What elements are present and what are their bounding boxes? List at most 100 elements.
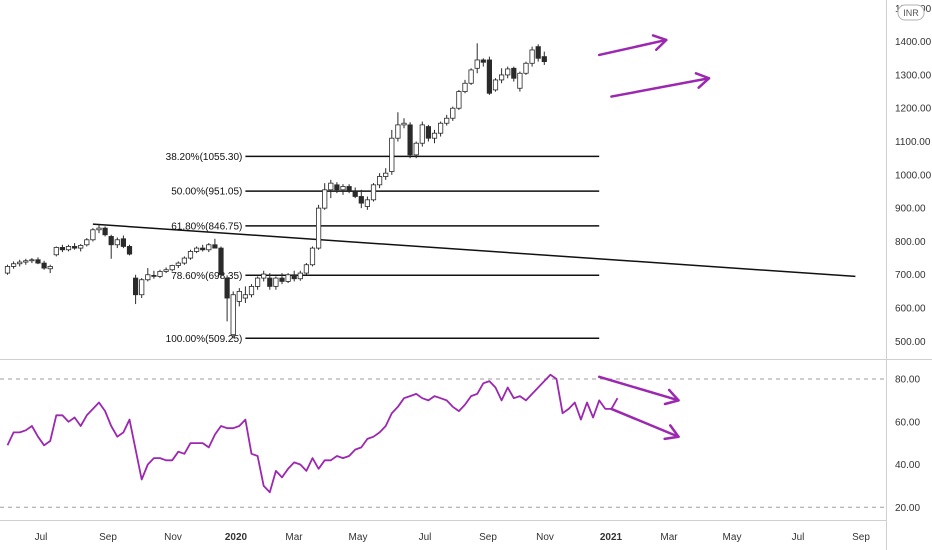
candle-body: [486, 59, 493, 94]
rsi-tick-label: 80.00: [895, 374, 920, 385]
time-tick-label: Nov: [164, 532, 182, 543]
candle-body: [419, 124, 425, 144]
candle: [108, 234, 114, 259]
candle-body: [535, 46, 541, 59]
candle-body: [291, 274, 297, 280]
candle: [517, 71, 523, 92]
candle: [175, 261, 181, 269]
candle: [248, 284, 255, 298]
price-tick-label: 700.00: [895, 270, 926, 281]
candle: [511, 66, 517, 82]
time-axis-labels: Jul Sep Nov 2020 Mar May Jul Sep Nov 2021 Mar May Ju…: [35, 532, 871, 543]
price-tick-label: 1200.00: [895, 104, 932, 115]
trendline-line[interactable]: [92, 223, 856, 278]
annotation-arrow[interactable]: [597, 34, 668, 57]
candle: [352, 187, 358, 199]
candle-body: [35, 259, 41, 264]
candle: [10, 261, 17, 269]
candle: [315, 204, 322, 250]
arrow-head: [651, 34, 668, 51]
candle: [59, 244, 66, 253]
candle: [126, 244, 133, 256]
candle: [505, 66, 511, 79]
candle: [41, 260, 47, 270]
candle: [486, 56, 493, 95]
candle: [322, 183, 328, 210]
candle: [90, 228, 96, 242]
annotation-arrow[interactable]: [610, 72, 711, 98]
fibonacci-retracement[interactable]: 38.20%(1055.30) 50.00%(951.05) 61.80%(846.…: [166, 152, 600, 345]
candle-body: [340, 186, 346, 191]
candle: [206, 243, 212, 253]
annotation-arrow[interactable]: [597, 375, 680, 406]
candle-body: [328, 182, 334, 191]
candle: [65, 244, 72, 252]
candle: [413, 141, 419, 159]
candle-body: [462, 82, 468, 92]
candle-body: [297, 272, 303, 280]
rsi-tick-label: 40.00: [895, 460, 920, 471]
annotation-arrows[interactable]: [597, 34, 711, 441]
candle: [285, 273, 291, 284]
candle-body: [541, 56, 547, 63]
candle: [267, 273, 273, 290]
candle: [102, 226, 108, 237]
candle: [498, 68, 505, 84]
price-tick-label: 900.00: [895, 204, 926, 215]
candlestick-series: [4, 43, 547, 339]
price-axis-labels: 500.00 600.00 700.00 800.00 900.00 1000.00 110…: [895, 4, 932, 348]
candle-body: [212, 244, 218, 249]
candle-body: [41, 262, 47, 269]
candle: [376, 173, 383, 189]
candle-body: [303, 264, 310, 274]
candle-body: [279, 277, 285, 282]
price-tick-label: 1400.00: [895, 37, 932, 48]
candle-body: [322, 189, 328, 209]
candle-body: [163, 269, 169, 272]
currency-badge[interactable]: [897, 4, 925, 21]
candle-body: [169, 265, 175, 271]
candle: [468, 68, 474, 85]
arrow-head: [663, 424, 680, 441]
candle-body: [59, 247, 66, 251]
candle: [218, 246, 224, 279]
rsi-line: [6, 373, 619, 494]
candle: [328, 179, 334, 199]
price-tick-label: 1000.00: [895, 170, 932, 181]
candle: [29, 258, 35, 264]
candle: [242, 286, 248, 304]
arrow-shaft: [597, 38, 668, 57]
candle-body: [431, 132, 438, 139]
candle-body: [132, 277, 139, 296]
rsi-axis-labels: 20.00 40.00 60.00 80.00: [895, 374, 920, 513]
candle: [419, 121, 425, 147]
annotation-arrow[interactable]: [610, 407, 680, 441]
candle: [291, 270, 297, 282]
arrow-shaft: [597, 375, 680, 402]
candle: [17, 259, 23, 267]
candle-body: [511, 67, 517, 79]
candle: [407, 122, 413, 159]
candle-body: [346, 186, 352, 192]
candle-body: [364, 199, 371, 207]
candle: [96, 224, 102, 234]
candle-body: [218, 247, 224, 276]
candle-body: [224, 277, 230, 299]
candle-body: [523, 62, 529, 74]
candle: [236, 288, 242, 307]
arrow-shaft: [610, 77, 711, 98]
arrow-head: [663, 388, 680, 406]
candle: [370, 183, 377, 202]
candle-body: [474, 59, 480, 69]
candle-body: [47, 266, 53, 270]
candle: [120, 235, 126, 249]
candle-body: [401, 122, 407, 126]
time-tick-label: Sep: [479, 532, 497, 543]
candle-body: [236, 290, 242, 302]
candle-body: [450, 107, 456, 119]
trendline[interactable]: [92, 223, 856, 278]
candle-body: [53, 247, 59, 256]
candle: [383, 168, 389, 180]
candle: [431, 129, 438, 144]
